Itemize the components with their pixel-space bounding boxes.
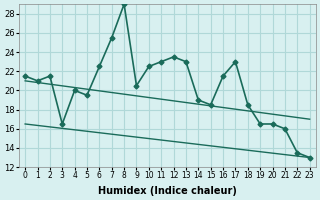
X-axis label: Humidex (Indice chaleur): Humidex (Indice chaleur) [98, 186, 237, 196]
